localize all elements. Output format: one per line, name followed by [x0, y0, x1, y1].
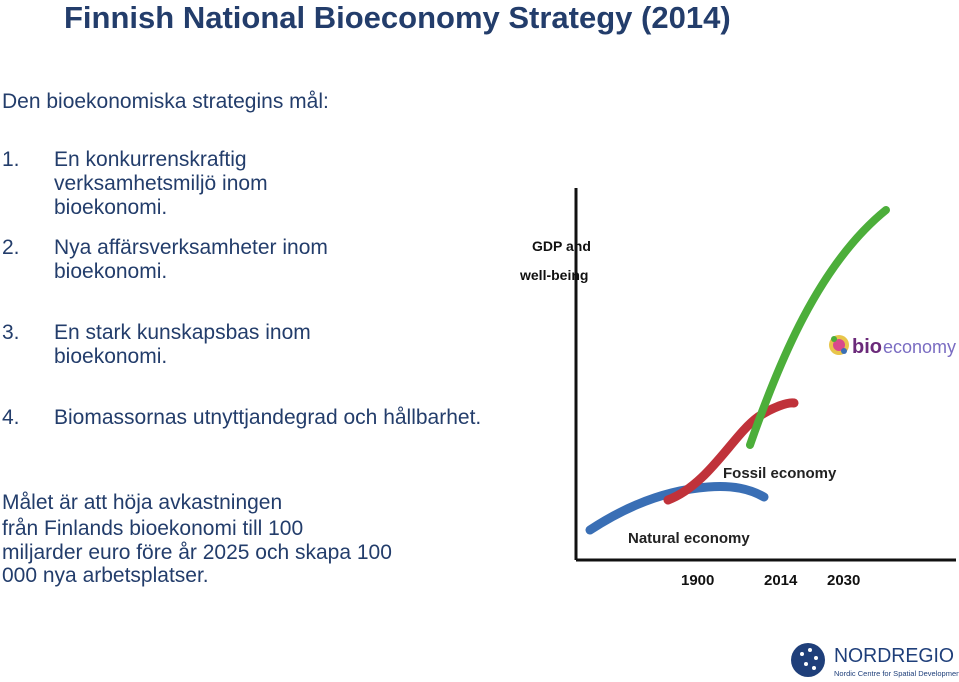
natural-economy-curve — [585, 482, 769, 535]
economy-diagram: GDP and well-being Natural economy Fossi… — [519, 188, 956, 589]
fossil-economy-label: Fossil economy — [723, 465, 837, 482]
nordregio-tagline: Nordic Centre for Spatial Development — [834, 669, 959, 678]
x-tick-label: 2014 — [764, 572, 798, 589]
y-axis-label: well-being — [519, 267, 588, 283]
x-tick-label: 1900 — [681, 572, 714, 589]
goal-number: 2. — [2, 236, 20, 259]
fossil-economy-curve — [663, 398, 799, 505]
goal-item: 3. En stark kunskapsbas inom bioekonomi. — [2, 321, 414, 369]
goal-item: 2. Nya affärsverksamheter inom bioekonom… — [2, 236, 434, 284]
nordregio-logo: NORDREGIO Nordic Centre for Spatial Deve… — [791, 643, 959, 678]
goal-number: 4. — [2, 406, 20, 429]
summary-line: från Finlands bioekonomi till 100 — [2, 517, 304, 540]
goal-item: 4. Biomassornas utnyttjandegrad och håll… — [2, 406, 494, 430]
y-axis-label: GDP and — [532, 238, 591, 254]
goal-item: 1. En konkurrenskraftig verksamhetsmiljö… — [2, 148, 354, 220]
bioeconomy-logo-text-bio: bio — [852, 336, 882, 358]
subtitle: Den bioekonomiska strategins mål: — [2, 90, 329, 113]
natural-economy-label: Natural economy — [628, 530, 750, 547]
goal-text: En stark kunskapsbas inom bioekonomi. — [54, 321, 311, 368]
bioeconomy-curve — [746, 206, 890, 449]
globe-icon — [791, 643, 825, 677]
nordregio-name: NORDREGIO — [834, 645, 954, 667]
goal-number: 1. — [2, 148, 20, 171]
summary-text: Målet är att höja avkastningen från Finl… — [2, 490, 522, 588]
x-tick-label: 2030 — [827, 572, 860, 589]
page-title: Finnish National Bioeconomy Strategy (20… — [64, 0, 731, 35]
goal-number: 3. — [2, 321, 20, 344]
summary-line: miljarder euro före år 2025 och skapa 10… — [2, 541, 392, 564]
summary-line: Målet är att höja avkastningen — [2, 491, 283, 514]
goal-text: En konkurrenskraftig verksamhetsmiljö in… — [54, 148, 268, 219]
bioeconomy-logo-text-economy: economy — [883, 337, 956, 357]
goal-text: Nya affärsverksamheter inom bioekonomi. — [54, 236, 328, 283]
goal-text: Biomassornas utnyttjandegrad och hållbar… — [54, 406, 482, 429]
summary-line: 000 nya arbetsplatser. — [2, 564, 209, 587]
bioeconomy-logo: bio economy — [829, 335, 956, 358]
